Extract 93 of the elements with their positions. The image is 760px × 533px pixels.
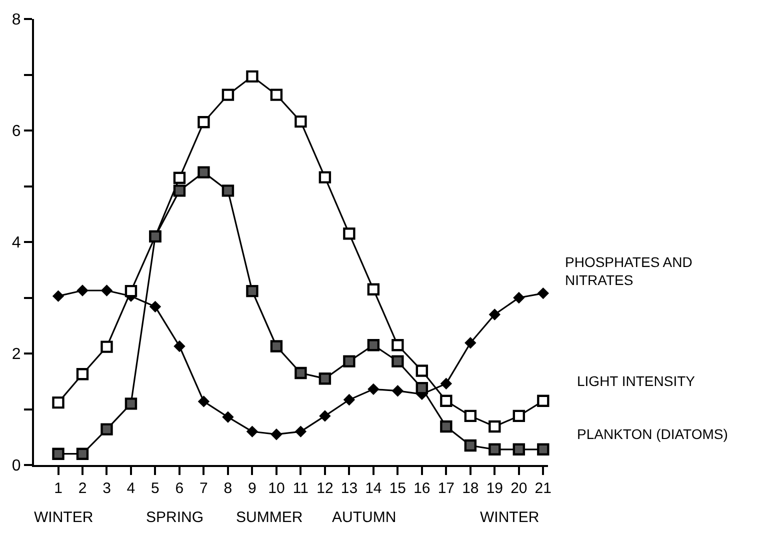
point [124,398,138,410]
point [416,382,428,394]
point [100,340,113,353]
point [440,378,452,390]
x-tick-label: 6 [175,480,184,497]
x-tick-label: 9 [248,480,256,497]
text: AUTUMN [332,509,396,526]
point [149,300,162,313]
point [488,420,501,433]
point [368,383,380,396]
point [100,423,113,436]
point [294,366,307,380]
point [488,443,501,456]
x-tick-label: 2 [78,480,87,497]
point [76,448,89,460]
x-tick-label: 7 [200,480,208,497]
x-tick-label: 18 [462,480,479,497]
point [537,443,550,456]
point [464,439,477,452]
point [488,308,501,320]
point [392,385,404,397]
text: WINTER [480,509,540,526]
text: SPRING [146,509,204,526]
point [270,88,283,101]
point [392,355,404,368]
point [222,88,234,101]
point [52,396,64,409]
y-tick-label: 0 [12,458,21,475]
point [294,115,307,128]
point [222,411,234,423]
point [319,410,331,422]
x-tick-label: 10 [268,480,285,497]
point [76,284,88,296]
point [174,340,186,352]
point [318,372,332,385]
y-tick-label: 2 [12,346,21,364]
point [537,394,550,407]
y-tick-label: 8 [12,12,21,29]
x-tick-label: 17 [438,480,455,497]
point [222,184,234,197]
series-label: PHOSPHATES AND NITRATES [565,254,692,288]
point [270,428,282,440]
point [318,171,332,184]
point [270,340,283,352]
point [392,339,404,352]
y-tick-label: 6 [12,123,21,140]
point [52,290,64,302]
x-tick-label: 5 [151,480,160,497]
x-tick-label: 15 [389,480,406,497]
point [76,368,89,380]
x-tick-label: 14 [365,480,382,497]
x-tick-label: 4 [126,480,136,497]
point [198,166,210,178]
point [100,284,113,296]
point [52,448,64,460]
point [512,443,526,456]
point [198,396,210,408]
text: SUMMER [236,509,303,526]
point [416,364,428,377]
x-tick-label: 19 [486,480,504,497]
point [440,420,452,433]
point [173,184,186,197]
point [246,284,258,298]
x-tick-label: 16 [414,480,430,497]
point [198,116,210,128]
point [440,394,452,407]
point [464,337,476,349]
x-tick-label: 8 [224,480,232,497]
point [246,70,258,83]
point [512,410,526,422]
point [124,284,138,298]
text: WINTER [34,509,94,526]
point [464,410,477,422]
point [294,426,307,438]
point [173,172,186,184]
y-tick-label: 4 [12,234,21,252]
point [367,339,380,352]
text: LIGHT INTENSITY [577,373,696,389]
point [343,394,356,406]
x-tick-label: 20 [510,480,528,497]
x-tick-label: 21 [534,480,552,497]
point [513,292,525,304]
x-tick-label: 3 [102,480,111,497]
x-tick-label: 13 [340,480,358,497]
point [343,355,356,368]
point [367,283,380,296]
x-tick-label: 1 [54,480,62,497]
point [537,287,549,300]
x-tick-label: 12 [316,480,334,497]
text: PLANKTON (DIATOMS) [577,426,728,442]
x-tick-label: 11 [292,480,308,497]
point [343,228,356,240]
point [246,426,258,438]
